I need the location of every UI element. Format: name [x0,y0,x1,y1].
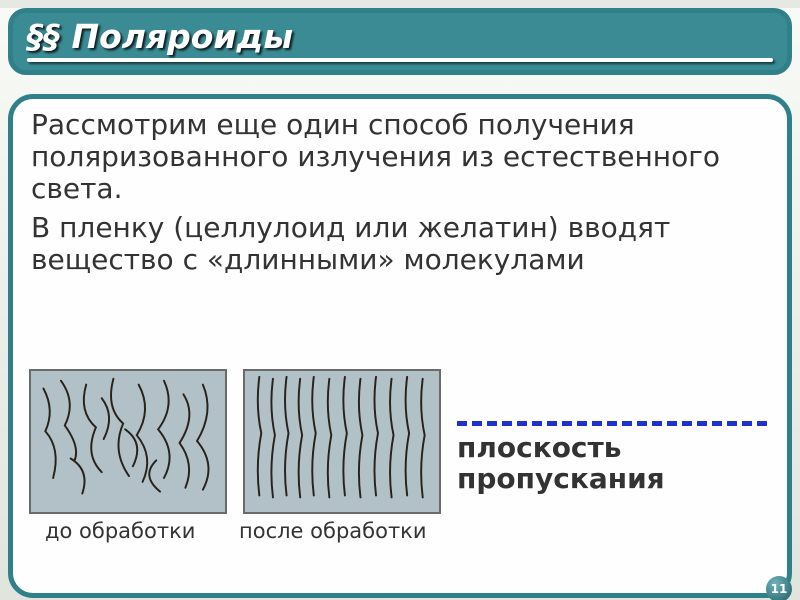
caption-after: после обработки [239,519,427,543]
content-frame: Рассмотрим еще один способ получения пол… [8,94,792,598]
slide: §§ Поляроиды Рассмотрим еще один способ … [0,8,800,600]
molecules-aligned [258,377,425,498]
transmission-plane-line [457,421,767,426]
paragraph-2: В пленку (целлулоид или желатин) вводят … [31,212,777,276]
panel-before [29,369,227,514]
molecules-before-svg [31,371,225,512]
molecules-random [43,379,208,494]
transmission-plane-label: плоскость пропускания [457,433,665,495]
slide-title: §§ Поляроиды [27,17,293,56]
plane-label-line2: пропускания [457,462,665,495]
page-number-badge: 11 [766,576,792,600]
diagram-area: до обработки после обработки плоскость п… [25,369,775,569]
panel-after [243,369,441,514]
plane-label-line1: плоскость [457,431,621,464]
paragraph-1: Рассмотрим еще один способ получения пол… [31,109,777,206]
molecules-after-svg [245,371,439,512]
title-bar: §§ Поляроиды [8,8,792,75]
caption-before: до обработки [45,519,195,543]
title-underline [27,58,773,62]
